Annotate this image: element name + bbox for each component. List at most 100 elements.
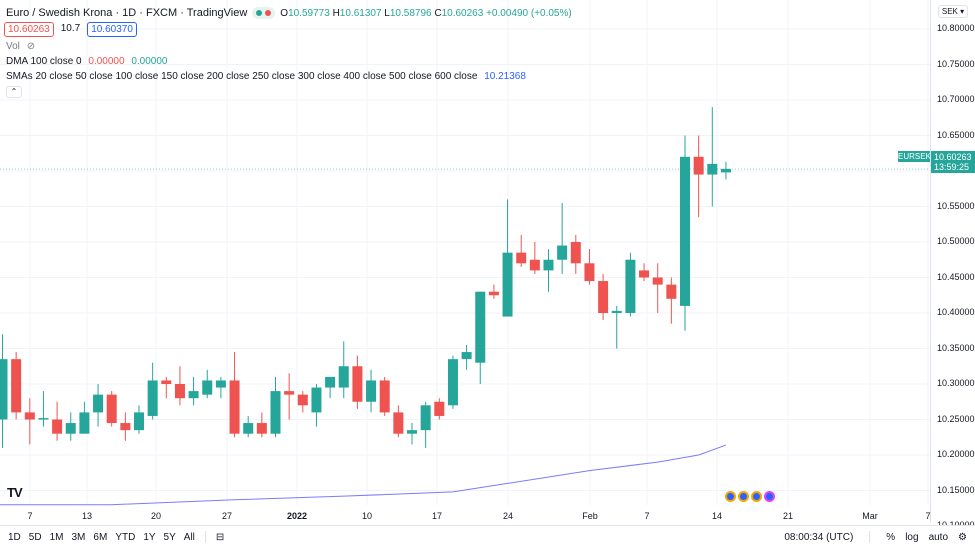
candle-down	[379, 380, 390, 413]
economic-event-icon[interactable]	[725, 491, 736, 502]
candle-up	[311, 387, 322, 413]
time-tick-label: 21	[782, 511, 794, 521]
price-tick-label: 10.20000	[937, 449, 975, 459]
price-tick-label: 10.15000	[937, 484, 975, 495]
economic-event-icon[interactable]	[764, 491, 775, 502]
dma-indicator-row[interactable]: DMA 100 close 0 0.00000 0.00000	[6, 56, 168, 67]
clock-readout[interactable]: 08:00:34 (UTC)	[784, 531, 854, 543]
auto-toggle[interactable]: auto	[928, 531, 949, 543]
time-tick-label: 17	[431, 511, 443, 521]
candle-up	[0, 359, 8, 420]
price-tick-label: 10.45000	[937, 271, 975, 282]
candle-up	[79, 412, 90, 434]
sell-price-button[interactable]: 10.60263	[4, 22, 54, 37]
candle-up	[611, 310, 622, 313]
candle-up	[38, 418, 49, 420]
candle-down	[24, 412, 35, 420]
price-tick-label: 10.80000	[937, 23, 975, 33]
last-price-tag: 10.60263 13:59:25	[931, 151, 975, 173]
candle-up	[420, 405, 431, 431]
time-tick-label: 10	[361, 511, 373, 521]
time-tick-label: 7	[925, 511, 931, 521]
time-tick-label: Feb	[582, 511, 598, 521]
symbol-title[interactable]: Euro / Swedish Krona · 1D · FXCM · Tradi…	[6, 7, 248, 19]
candle-up	[134, 412, 144, 431]
candle-down	[434, 401, 445, 416]
candle-down	[693, 156, 704, 175]
candle-up	[147, 380, 158, 416]
range-button-ytd[interactable]: YTD	[115, 531, 136, 543]
candle-down	[11, 359, 22, 413]
price-tick-label: 10.55000	[937, 200, 975, 211]
candle-up	[243, 423, 254, 434]
bottom-right-controls: 08:00:34 (UTC) % log auto ⚙	[784, 531, 967, 543]
candle-up	[270, 391, 281, 434]
candle-down	[488, 291, 499, 296]
hidden-eye-icon[interactable]: ⊘	[26, 41, 36, 52]
candle-up	[543, 259, 554, 271]
candle-down	[652, 277, 663, 285]
candle-down	[516, 252, 527, 264]
range-button-5d[interactable]: 5D	[28, 531, 42, 543]
candle-down	[584, 263, 595, 282]
price-chart[interactable]	[0, 0, 930, 522]
candle-down	[666, 284, 677, 299]
candle-down	[52, 419, 63, 434]
time-tick-label: 7	[27, 511, 33, 521]
time-tick-label: 20	[150, 511, 162, 521]
bottom-toolbar: 1D 5D 1M 3M 6M YTD 1Y 5Y All ⊟ 08:00:34 (UTC) % l…	[0, 525, 975, 548]
range-button-1y[interactable]: 1Y	[143, 531, 156, 543]
volume-indicator-row[interactable]: Vol ⊘	[6, 41, 36, 52]
range-button-5y[interactable]: 5Y	[163, 531, 176, 543]
candle-up	[447, 359, 458, 406]
candle-up	[475, 291, 486, 363]
sma-line[interactable]	[0, 444, 727, 506]
candle-up	[557, 245, 568, 260]
range-buttons: 1D 5D 1M 3M 6M YTD 1Y 5Y All ⊟	[4, 531, 228, 543]
candle-down	[297, 394, 308, 406]
price-tick-label: 10.40000	[937, 307, 975, 317]
range-button-1m[interactable]: 1M	[49, 531, 64, 543]
candle-down	[529, 259, 540, 271]
ohlc-values: O10.59773 H10.61307 L10.58796 C10.60263 …	[280, 7, 572, 19]
candle-up	[65, 423, 76, 434]
candle-down	[106, 394, 117, 424]
collapse-legend-button[interactable]: ⌃	[6, 86, 22, 98]
buy-price-button[interactable]: 10.60370	[87, 22, 137, 37]
range-button-1d[interactable]: 1D	[8, 531, 21, 543]
candle-down	[393, 412, 404, 434]
price-tick-label: 10.70000	[937, 94, 975, 104]
economic-event-icon[interactable]	[751, 491, 762, 502]
chevron-up-icon: ⌃	[10, 87, 18, 96]
range-button-3m[interactable]: 3M	[71, 531, 86, 543]
price-tick-label: 10.25000	[937, 413, 975, 424]
price-axis[interactable]: 10.8000010.7500010.7000010.6500010.60000…	[930, 0, 975, 530]
candle-down	[598, 281, 609, 313]
percent-toggle[interactable]: %	[886, 531, 896, 543]
chart-pane[interactable]: Euro / Swedish Krona · 1D · FXCM · Tradi…	[0, 0, 931, 522]
currency-selector[interactable]: SEK ▾	[938, 5, 968, 18]
candle-down	[284, 391, 295, 395]
time-tick-label: 24	[502, 511, 514, 521]
candle-up	[680, 156, 690, 306]
candle-up	[366, 380, 377, 402]
range-button-all[interactable]: All	[183, 531, 195, 543]
range-button-6m[interactable]: 6M	[93, 531, 108, 543]
log-toggle[interactable]: log	[905, 531, 919, 543]
time-tick-label: Mar	[862, 511, 878, 521]
candle-down	[256, 423, 267, 434]
settings-gear-icon[interactable]: ⚙	[958, 531, 967, 543]
candle-down	[161, 380, 172, 384]
time-tick-label: 2022	[286, 511, 308, 521]
date-range-calendar-icon[interactable]: ⊟	[215, 531, 225, 543]
smas-indicator-row[interactable]: SMAs 20 close 50 close 100 close 150 clo…	[6, 71, 526, 82]
change-value: +0.00490 (+0.05%)	[486, 7, 572, 19]
price-tick-label: 10.30000	[937, 378, 975, 388]
market-status-pill[interactable]	[252, 7, 276, 19]
tradingview-logo-icon[interactable]: TV	[7, 485, 23, 500]
candle-up	[188, 391, 199, 399]
candle-down	[570, 242, 581, 264]
economic-event-icon[interactable]	[738, 491, 749, 502]
candle-up	[461, 352, 472, 360]
candle-up	[338, 366, 349, 388]
